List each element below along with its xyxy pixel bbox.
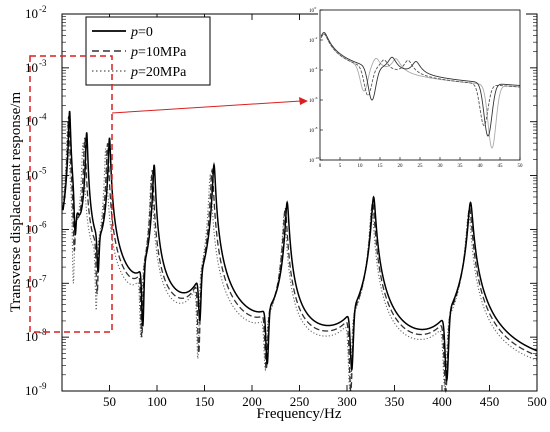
y-axis-label: Transverse displacement response/m xyxy=(8,92,24,313)
legend-entry-3: p=20MPa xyxy=(130,65,187,80)
inset-plot: 0 5 10 15 20 25 30 35 40 45 50 10010-210-410-610-8… xyxy=(309,6,526,169)
zoom-region-box xyxy=(29,55,113,333)
inset-y-tick-exponent: 0 xyxy=(315,6,317,10)
x-tick-label: 500 xyxy=(527,394,547,409)
main-axes-frame xyxy=(61,13,538,392)
y-tick-exponent: -9 xyxy=(39,381,47,391)
legend-entry-2: p=10MPa xyxy=(130,45,187,60)
x-tick-labels: 50 100 150 200 250 300 350 400 450 500 xyxy=(103,394,547,409)
y-tick-label: 10 xyxy=(25,114,38,129)
y-tick-label: 10 xyxy=(25,383,38,398)
x-tick-label: 300 xyxy=(337,394,357,409)
inset-y-tick-label: 10 xyxy=(309,159,315,164)
inset-x-tick-label: 30 xyxy=(438,164,444,169)
series-solid-line xyxy=(62,110,538,383)
y-tick-exponent: -5 xyxy=(39,166,47,176)
y-tick-exponent: -3 xyxy=(39,58,47,68)
x-tick-label: 150 xyxy=(195,394,215,409)
inset-x-tick-label: 15 xyxy=(378,164,384,169)
y-tick-label: 10 xyxy=(25,168,38,183)
x-tick-label: 450 xyxy=(480,394,500,409)
inset-y-tick-label: 10 xyxy=(309,99,315,104)
x-axis-label: Frequency/Hz xyxy=(257,406,342,422)
y-tick-exponent: -2 xyxy=(39,4,47,14)
inset-x-tick-labels: 0 5 10 15 20 25 30 35 40 45 50 xyxy=(319,164,523,169)
inset-y-tick-label: 10 xyxy=(309,69,315,74)
zoom-arrow xyxy=(111,100,302,114)
inset-y-tick-exponent: -8 xyxy=(315,126,318,130)
inset-y-tick-label: 10 xyxy=(309,39,315,44)
y-tick-label: 10 xyxy=(25,60,38,75)
x-tick-label: 200 xyxy=(242,394,262,409)
zoom-arrow-head xyxy=(299,97,308,105)
legend-entry-1: p=0 xyxy=(130,25,153,40)
inset-y-tick-exponent: -10 xyxy=(315,156,320,160)
inset-x-tick-label: 25 xyxy=(418,164,424,169)
inset-x-tick-label: 45 xyxy=(498,164,504,169)
x-tick-label: 400 xyxy=(432,394,452,409)
y-tick-exponent: -7 xyxy=(39,273,47,283)
legend-text-1: =0 xyxy=(138,25,153,40)
inset-x-tick-label: 0 xyxy=(319,164,322,169)
inset-axes-frame xyxy=(319,9,521,161)
y-tick-labels: 10-210-310-410-510-610-710-810-9 xyxy=(25,4,47,398)
inset-series-line xyxy=(320,32,521,137)
legend-var-2: p xyxy=(130,45,138,60)
inset-x-tick-label: 35 xyxy=(458,164,464,169)
y-tick-exponent: -6 xyxy=(39,219,47,229)
inset-x-tick-label: 40 xyxy=(478,164,484,169)
inset-y-tick-exponent: -6 xyxy=(315,96,318,100)
inset-plot-lines xyxy=(320,32,521,149)
legend-text-2: =10MPa xyxy=(138,45,187,60)
legend-var-1: p xyxy=(130,25,138,40)
inset-x-tick-label: 50 xyxy=(518,164,524,169)
y-tick-label: 10 xyxy=(25,329,38,344)
y-tick-exponent: -4 xyxy=(39,112,47,122)
series-dashed-line xyxy=(62,116,538,394)
x-tick-label: 350 xyxy=(385,394,405,409)
legend-var-3: p xyxy=(130,65,138,80)
y-tick-label: 10 xyxy=(25,6,38,21)
x-tick-label: 250 xyxy=(290,394,310,409)
inset-y-tick-exponent: -2 xyxy=(315,36,318,40)
x-tick-label: 100 xyxy=(147,394,167,409)
inset-x-tick-label: 5 xyxy=(339,164,342,169)
inset-series-line xyxy=(320,33,521,149)
main-plot-lines xyxy=(62,110,538,394)
y-tick-label: 10 xyxy=(25,221,38,236)
y-tick-label: 10 xyxy=(25,275,38,290)
inset-background xyxy=(318,8,526,168)
inset-x-tick-label: 20 xyxy=(398,164,404,169)
legend: p=0 p=10MPa p=20MPa xyxy=(85,16,211,86)
inset-y-tick-label: 10 xyxy=(309,129,315,134)
inset-x-tick-label: 10 xyxy=(358,164,364,169)
legend-text-3: =20MPa xyxy=(138,65,187,80)
inset-y-tick-label: 10 xyxy=(309,9,315,14)
y-tick-exponent: -8 xyxy=(39,327,47,337)
x-tick-label: 50 xyxy=(103,394,116,409)
inset-y-tick-exponent: -4 xyxy=(315,66,318,70)
